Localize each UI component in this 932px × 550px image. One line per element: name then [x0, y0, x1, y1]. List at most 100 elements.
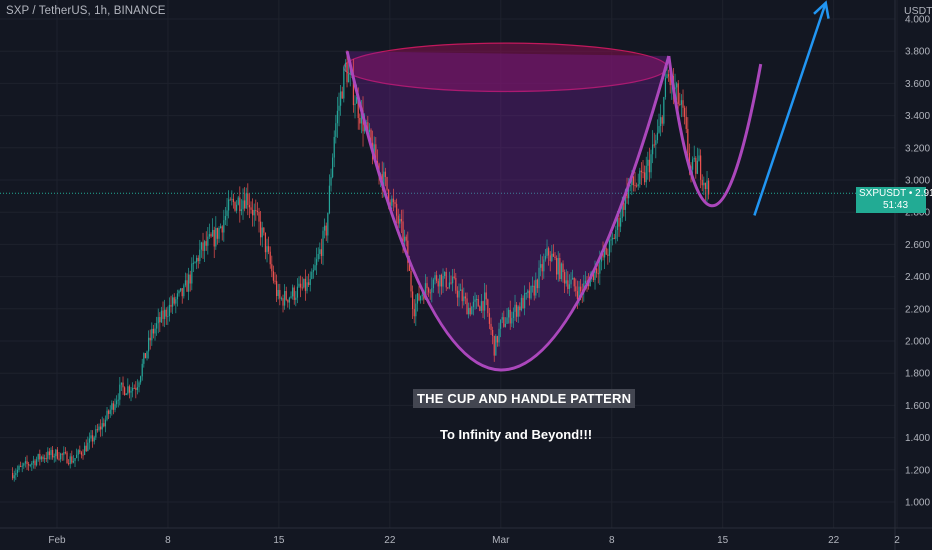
- candle-body: [522, 297, 524, 309]
- candle-body: [88, 438, 91, 443]
- candle-body: [391, 198, 393, 206]
- candle-body: [634, 185, 636, 187]
- candle-body: [431, 288, 433, 293]
- candle-body: [356, 97, 358, 104]
- candle-body: [533, 285, 535, 296]
- candle-body: [388, 189, 390, 203]
- candle-body: [368, 129, 371, 133]
- candle-body: [480, 301, 483, 311]
- candle-body: [168, 304, 171, 317]
- candle-body: [589, 276, 591, 287]
- candle-body: [109, 409, 111, 414]
- candle-body: [357, 97, 359, 119]
- candle-body: [300, 283, 302, 288]
- candle-body: [640, 170, 643, 173]
- candle-body: [247, 193, 249, 206]
- candle-body: [261, 227, 263, 238]
- candle-body: [394, 202, 396, 204]
- candle-body: [578, 286, 580, 300]
- candle-body: [597, 273, 599, 275]
- candle-body: [117, 399, 119, 401]
- candle-body: [708, 180, 710, 195]
- y-tick-label: 3.200: [905, 143, 930, 154]
- candle-body: [277, 290, 279, 297]
- candle-body: [447, 287, 449, 289]
- candle-body: [653, 144, 655, 146]
- candle-body: [165, 309, 167, 317]
- candle-body: [39, 454, 41, 460]
- candle-body: [290, 296, 292, 298]
- candle-body: [384, 171, 387, 177]
- candle-body: [664, 78, 667, 98]
- currency-label: USDT: [904, 5, 932, 17]
- x-axis[interactable]: Feb 8 15 22 Mar 8 15 22 2: [0, 527, 932, 546]
- candle-body: [376, 160, 379, 164]
- candle-body: [397, 215, 399, 224]
- candle-body: [618, 217, 620, 227]
- candle-body: [492, 330, 494, 337]
- candle-body: [184, 280, 187, 286]
- candle-body: [304, 278, 307, 291]
- candle-body: [194, 262, 196, 264]
- candle-body: [501, 317, 503, 320]
- candle-body: [322, 230, 324, 256]
- candle-body: [276, 281, 278, 297]
- symbol-title[interactable]: SXP / TetherUS, 1h, BINANCE: [6, 5, 166, 17]
- candle-body: [172, 297, 174, 307]
- candle-body: [157, 317, 159, 324]
- candle-body: [631, 176, 633, 186]
- candle-body: [688, 152, 691, 167]
- candle-body: [584, 280, 587, 284]
- candle-body: [72, 460, 75, 463]
- candle-body: [298, 283, 300, 287]
- candle-body: [282, 298, 284, 306]
- candle-body: [23, 463, 25, 466]
- candle-body: [420, 296, 422, 301]
- y-axis[interactable]: 1.000 1.200 1.400 1.600 1.800 2.000 2.200 2.400…: [894, 0, 930, 550]
- candle-body: [152, 328, 155, 334]
- candle-body: [402, 221, 404, 242]
- candle-body: [700, 155, 702, 180]
- candle-body: [128, 386, 131, 393]
- candle-body: [632, 176, 635, 186]
- candle-body: [498, 328, 500, 343]
- x-tick-label: 15: [717, 535, 729, 546]
- candle-body: [693, 157, 695, 160]
- candle-body: [196, 257, 198, 263]
- candle-body: [586, 280, 588, 282]
- candle-body: [181, 288, 183, 297]
- candle-body: [511, 317, 513, 324]
- x-tick-label: 15: [273, 535, 285, 546]
- candle-body: [31, 462, 33, 465]
- candle-body: [12, 473, 14, 479]
- candle-body: [432, 279, 435, 289]
- subtitle-annotation: To Infinity and Beyond!!!: [440, 427, 593, 442]
- candle-body: [682, 100, 684, 108]
- candle-body: [106, 410, 108, 420]
- candle-body: [240, 209, 243, 212]
- candle-body: [48, 451, 51, 456]
- candle-body: [280, 298, 283, 300]
- candle-body: [324, 225, 326, 231]
- candle-body: [100, 426, 102, 430]
- candle-body: [576, 291, 579, 300]
- candle-body: [543, 259, 545, 272]
- candle-body: [245, 193, 247, 209]
- candle-body: [552, 253, 555, 257]
- candle-body: [308, 282, 310, 286]
- candle-body: [556, 258, 558, 275]
- candle-body: [474, 299, 476, 302]
- candle-body: [434, 275, 436, 280]
- candle-body: [370, 129, 372, 143]
- candle-body: [656, 132, 659, 141]
- candle-body: [36, 459, 38, 466]
- candle-body: [15, 473, 17, 476]
- candle-body: [287, 299, 289, 303]
- candle-body: [461, 289, 463, 302]
- candle-body: [202, 242, 204, 251]
- candle-body: [293, 287, 295, 300]
- candle-body: [114, 404, 116, 410]
- candle-body: [426, 283, 428, 289]
- candle-body: [396, 203, 398, 216]
